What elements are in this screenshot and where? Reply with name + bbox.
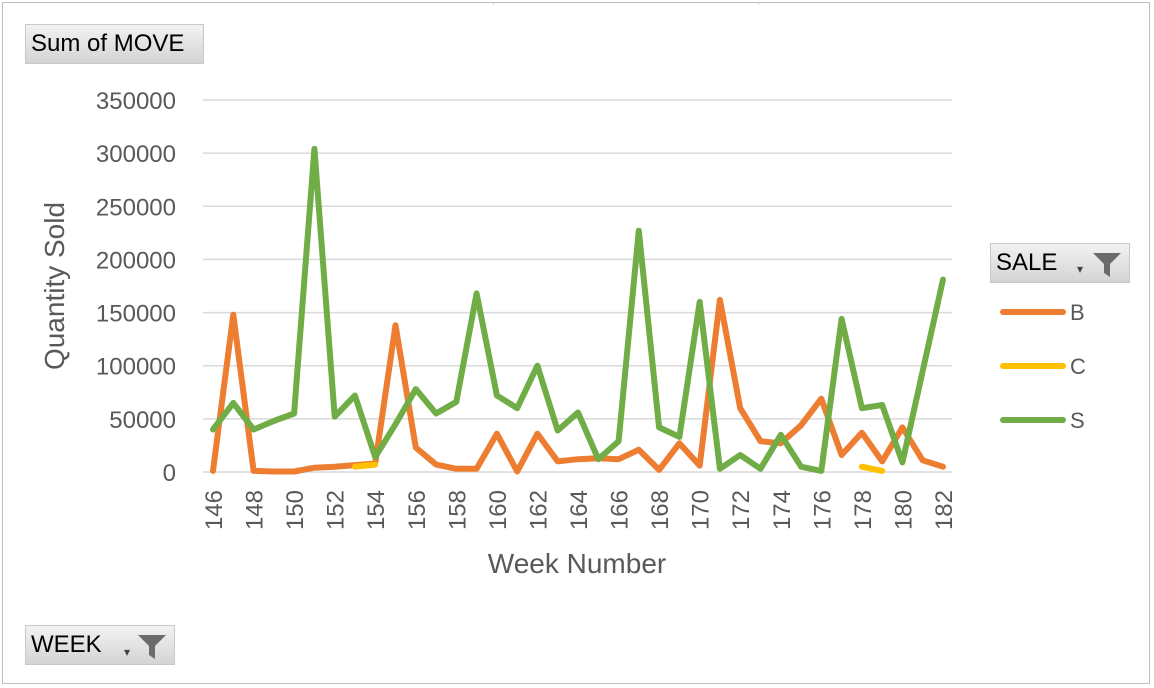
y-tick-label: 200000 bbox=[96, 247, 176, 274]
x-tick-label: 156 bbox=[404, 490, 431, 530]
x-tick-label: 152 bbox=[323, 490, 350, 530]
values-field-button[interactable]: Sum of MOVE bbox=[25, 24, 204, 64]
legend-field-label: SALE bbox=[996, 249, 1058, 276]
x-tick-label: 162 bbox=[525, 490, 552, 530]
axis-field-label: WEEK bbox=[31, 631, 102, 658]
values-field-label: Sum of MOVE bbox=[31, 30, 185, 57]
y-tick-label: 0 bbox=[163, 460, 176, 487]
x-tick-label: 176 bbox=[809, 490, 836, 530]
x-tick-label: 150 bbox=[282, 490, 309, 530]
x-tick-label: 154 bbox=[363, 490, 390, 530]
y-tick-label: 50000 bbox=[109, 407, 176, 434]
x-tick-label: 160 bbox=[485, 490, 512, 530]
x-tick-label: 168 bbox=[647, 490, 674, 530]
y-tick-label: 150000 bbox=[96, 301, 176, 328]
x-tick-label: 164 bbox=[566, 490, 593, 530]
axis-field-button[interactable]: WEEK ▾ bbox=[25, 625, 175, 665]
x-tick-label: 174 bbox=[769, 490, 796, 530]
dropdown-arrow-icon[interactable]: ▾ bbox=[124, 645, 131, 659]
legend-label-s: S bbox=[1070, 408, 1085, 433]
x-tick-label: 158 bbox=[444, 490, 471, 530]
legend-label-b: B bbox=[1070, 300, 1085, 325]
x-tick-label: 182 bbox=[931, 490, 958, 530]
x-tick-label: 166 bbox=[607, 490, 634, 530]
x-tick-label: 172 bbox=[728, 490, 755, 530]
x-tick-label: 146 bbox=[201, 490, 228, 530]
dropdown-arrow-icon[interactable]: ▾ bbox=[1077, 262, 1084, 276]
sheet-gridline bbox=[493, 3, 494, 5]
series-line-b bbox=[210, 296, 946, 475]
sheet-gridline bbox=[758, 3, 759, 5]
series-line-s bbox=[210, 145, 946, 474]
y-tick-label: 250000 bbox=[96, 194, 176, 221]
y-tick-label: 100000 bbox=[96, 354, 176, 381]
x-tick-label: 180 bbox=[890, 490, 917, 530]
x-tick-label: 178 bbox=[850, 490, 877, 530]
y-tick-label: 350000 bbox=[96, 88, 176, 115]
x-axis-title: Week Number bbox=[488, 548, 666, 579]
filter-funnel-icon[interactable] bbox=[137, 634, 167, 660]
x-tick-label: 170 bbox=[688, 490, 715, 530]
legend-label-c: C bbox=[1070, 354, 1086, 379]
series-line-c bbox=[858, 463, 886, 474]
filter-funnel-icon[interactable] bbox=[1092, 252, 1122, 278]
series-line-c bbox=[351, 461, 379, 470]
x-tick-label: 148 bbox=[242, 490, 269, 530]
y-axis-title: Quantity Sold bbox=[39, 202, 70, 370]
y-tick-label: 300000 bbox=[96, 141, 176, 168]
legend-field-button[interactable]: SALE ▾ bbox=[990, 243, 1130, 283]
